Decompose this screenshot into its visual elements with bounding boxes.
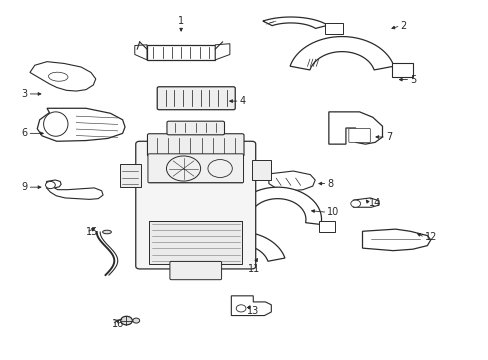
Polygon shape — [191, 231, 285, 263]
Polygon shape — [37, 108, 125, 141]
Polygon shape — [135, 45, 147, 60]
Polygon shape — [289, 37, 393, 70]
Circle shape — [133, 318, 140, 323]
Text: 6: 6 — [21, 129, 27, 138]
Polygon shape — [244, 187, 321, 225]
Ellipse shape — [48, 72, 68, 81]
Text: 16: 16 — [112, 319, 124, 329]
Polygon shape — [268, 171, 315, 191]
Circle shape — [121, 316, 132, 325]
Text: 1: 1 — [178, 16, 184, 26]
Text: 3: 3 — [21, 89, 27, 99]
Polygon shape — [325, 23, 342, 34]
Polygon shape — [328, 112, 382, 144]
FancyBboxPatch shape — [166, 121, 224, 135]
FancyBboxPatch shape — [136, 141, 255, 269]
Bar — [251, 160, 271, 180]
Polygon shape — [231, 296, 271, 316]
Circle shape — [45, 181, 55, 189]
Text: 7: 7 — [385, 132, 391, 142]
Text: 5: 5 — [409, 75, 416, 85]
Circle shape — [236, 305, 245, 312]
Ellipse shape — [102, 230, 111, 234]
Polygon shape — [263, 17, 327, 28]
Polygon shape — [147, 45, 215, 60]
Polygon shape — [30, 62, 96, 91]
Circle shape — [350, 200, 360, 207]
Text: 11: 11 — [247, 264, 260, 274]
Polygon shape — [46, 180, 103, 199]
Bar — [149, 221, 242, 264]
Polygon shape — [362, 229, 430, 251]
FancyBboxPatch shape — [348, 129, 369, 142]
Ellipse shape — [43, 112, 68, 136]
Text: 8: 8 — [327, 179, 333, 189]
Polygon shape — [391, 63, 412, 77]
Bar — [120, 164, 141, 187]
Text: 4: 4 — [239, 96, 245, 106]
FancyBboxPatch shape — [169, 261, 221, 280]
FancyBboxPatch shape — [147, 134, 244, 156]
Text: 10: 10 — [327, 207, 339, 217]
FancyBboxPatch shape — [157, 87, 235, 110]
Text: 15: 15 — [86, 227, 98, 237]
Text: 2: 2 — [400, 21, 406, 31]
Text: 14: 14 — [368, 198, 380, 208]
FancyBboxPatch shape — [148, 154, 243, 183]
Polygon shape — [318, 221, 334, 233]
Text: 13: 13 — [246, 306, 259, 316]
Text: 12: 12 — [424, 232, 436, 242]
Polygon shape — [352, 198, 378, 207]
Text: 9: 9 — [21, 182, 27, 192]
Polygon shape — [215, 44, 229, 60]
